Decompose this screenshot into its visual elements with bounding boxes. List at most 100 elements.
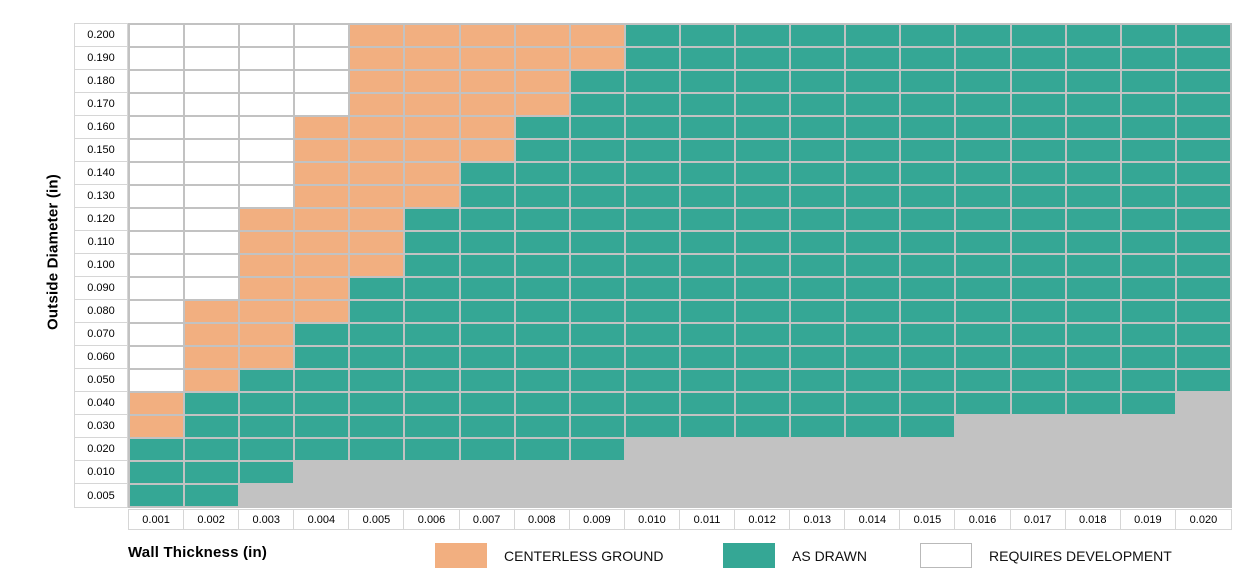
grid-cell [680,301,735,322]
grid-cell [240,25,294,46]
grid-cell [130,485,184,506]
grid-cell [956,347,1010,368]
grid-cell [1176,25,1230,46]
grid-cell [1066,255,1120,276]
grid-cell [1121,163,1175,184]
grid-cell [570,324,624,345]
grid-cell [460,25,514,46]
y-tick-label: 0.120 [75,208,127,231]
grid-cell [1066,117,1120,138]
grid-cell [956,324,1010,345]
x-tick-label: 0.005 [349,510,405,529]
grid-cell [1177,393,1230,414]
grid-cell [570,370,624,391]
grid-cell [350,485,403,506]
grid-cell [570,255,624,276]
grid-cell [570,186,624,207]
grid-cell [791,255,845,276]
grid-cell [570,301,624,322]
grid-cell [901,71,955,92]
grid-cell [515,209,569,230]
grid-cell [1011,163,1065,184]
grid-cell [405,324,459,345]
grid-cell [295,462,348,483]
x-tick-label: 0.004 [294,510,350,529]
grid-cell [295,347,349,368]
grid-cell [295,94,349,115]
grid-cell [791,25,845,46]
grid-cell [791,439,844,460]
grid-cell [1176,163,1230,184]
grid-cell [1011,278,1065,299]
grid-cell [1011,140,1065,161]
grid-cell [350,393,404,414]
grid-cell [571,485,624,506]
grid-cell [130,324,184,345]
grid-cell [1066,301,1120,322]
grid-cell [185,439,239,460]
x-tick-label: 0.010 [625,510,680,529]
grid-cell [130,48,184,69]
grid-cell [405,439,459,460]
grid-cell [240,393,294,414]
grid-cell [405,416,459,437]
grid-cell [240,485,293,506]
grid-cell [956,209,1010,230]
grid-cell [1176,117,1230,138]
y-axis-title: Outside Diameter (in) [44,174,62,330]
grid-cell [1121,186,1175,207]
grid-cell [185,370,239,391]
grid-cell [460,186,514,207]
grid-cell [846,324,900,345]
x-tick-label: 0.014 [845,510,901,529]
grid-cell [240,209,294,230]
grid-cell [295,370,349,391]
grid-cell [515,393,569,414]
grid-cell [625,301,679,322]
grid-cell [240,370,294,391]
grid-cell [185,48,239,69]
grid-cell [1122,416,1175,437]
grid-cell [680,416,735,437]
grid-cell [791,209,845,230]
grid-cell [680,393,735,414]
grid-cell [736,94,790,115]
x-tick-label: 0.001 [129,510,185,529]
grid-cell [405,232,459,253]
grid-cell [901,232,955,253]
grid-cell [295,117,349,138]
grid-cell [185,163,239,184]
grid-cell [956,416,1009,437]
grid-cell [1066,370,1120,391]
grid-cell [680,71,735,92]
grid-cell [460,416,514,437]
grid-cell [791,301,845,322]
grid-cell [956,186,1010,207]
y-tick-label: 0.180 [75,70,127,93]
grid-cell [625,278,679,299]
grid-cell [791,117,845,138]
grid-cell [1176,255,1230,276]
grid-cell [791,393,845,414]
grid-cell [846,416,900,437]
grid-cell [461,485,514,506]
grid-cell [515,48,569,69]
grid-cell [956,117,1010,138]
legend-label: CENTERLESS GROUND [504,547,664,564]
grid-cell [956,393,1010,414]
grid-cell [791,485,844,506]
grid-cell [736,209,790,230]
y-tick-label: 0.090 [75,277,127,300]
grid-cell [350,140,404,161]
y-tick-label: 0.110 [75,231,127,254]
grid-cell [461,462,514,483]
grid-cell [901,324,955,345]
grid-cell [570,140,624,161]
grid-cell [1176,140,1230,161]
grid-cell [791,462,844,483]
grid-cell [1011,393,1065,414]
grid-cell [516,462,569,483]
grid-cell [791,48,845,69]
grid-cell [625,416,679,437]
